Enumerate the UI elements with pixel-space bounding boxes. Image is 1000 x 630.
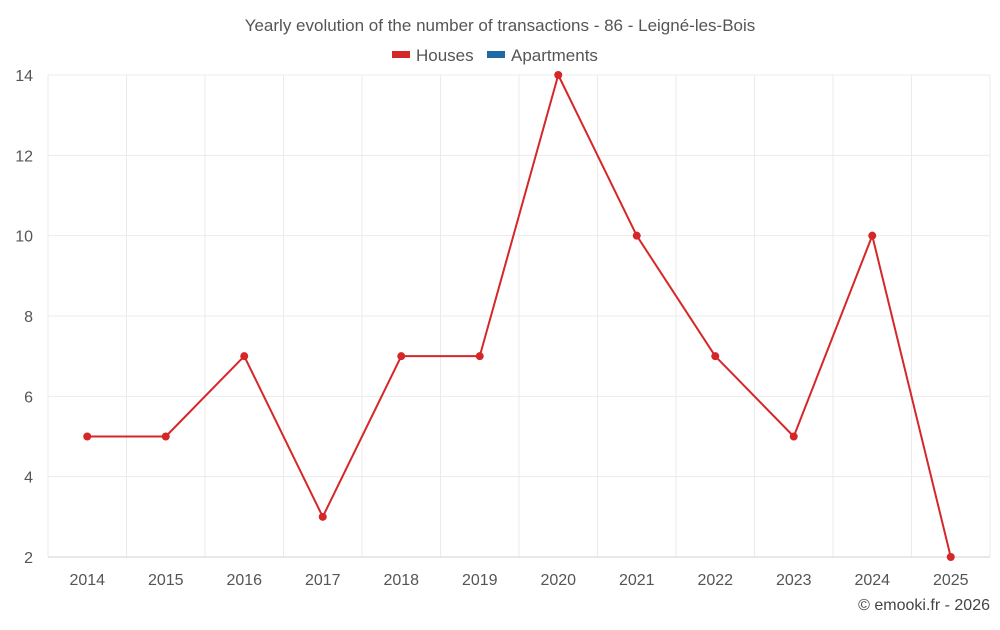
- data-point-2018[interactable]: [397, 352, 406, 361]
- y-tick-label: 10: [15, 229, 33, 246]
- x-tick-label: 2018: [383, 572, 419, 589]
- x-tick-label: 2025: [933, 572, 969, 589]
- y-tick-label: 2: [24, 550, 33, 567]
- chart-title: Yearly evolution of the number of transa…: [245, 16, 756, 35]
- y-tick-label: 4: [24, 470, 33, 487]
- x-tick-label: 2020: [540, 572, 576, 589]
- legend: Houses Apartments: [392, 46, 598, 65]
- data-point-2020[interactable]: [554, 71, 563, 79]
- x-tick-label: 2021: [619, 572, 655, 589]
- y-tick-label: 8: [24, 309, 33, 326]
- x-tick-label: 2022: [697, 572, 733, 589]
- data-point-2019[interactable]: [475, 352, 484, 361]
- x-tick-label: 2017: [305, 572, 341, 589]
- x-tick-label: 2016: [226, 572, 262, 589]
- data-point-2014[interactable]: [83, 432, 92, 441]
- data-point-2021[interactable]: [632, 231, 641, 240]
- credit-text: © emooki.fr - 2026: [858, 597, 990, 614]
- x-tick-label: 2019: [462, 572, 498, 589]
- series-houses: [83, 71, 955, 561]
- legend-label-houses[interactable]: Houses: [416, 46, 474, 65]
- data-point-2017[interactable]: [318, 512, 327, 521]
- data-point-2022[interactable]: [711, 352, 720, 361]
- y-tick-label: 14: [15, 68, 33, 85]
- x-tick-label: 2024: [854, 572, 890, 589]
- data-point-2023[interactable]: [789, 432, 798, 441]
- data-point-2024[interactable]: [868, 231, 877, 240]
- legend-label-apartments[interactable]: Apartments: [511, 46, 598, 65]
- grid: [47, 74, 991, 558]
- x-tick-label: 2023: [776, 572, 812, 589]
- legend-swatch-houses[interactable]: [392, 51, 410, 58]
- legend-swatch-apartments[interactable]: [487, 51, 505, 58]
- y-tick-label: 12: [15, 148, 33, 165]
- series-line-houses: [87, 74, 952, 558]
- data-point-2015[interactable]: [161, 432, 170, 441]
- x-axis-ticks: 2014 2015 2016 2017 2018 2019 2020 2021 2022 2023…: [69, 572, 968, 589]
- data-point-2025[interactable]: [946, 553, 955, 561]
- y-tick-label: 6: [24, 389, 33, 406]
- x-tick-label: 2015: [148, 572, 184, 589]
- data-point-2016[interactable]: [240, 352, 249, 361]
- x-tick-label: 2014: [69, 572, 105, 589]
- y-axis-ticks: 2 4 6 8 10 12 14: [15, 68, 33, 567]
